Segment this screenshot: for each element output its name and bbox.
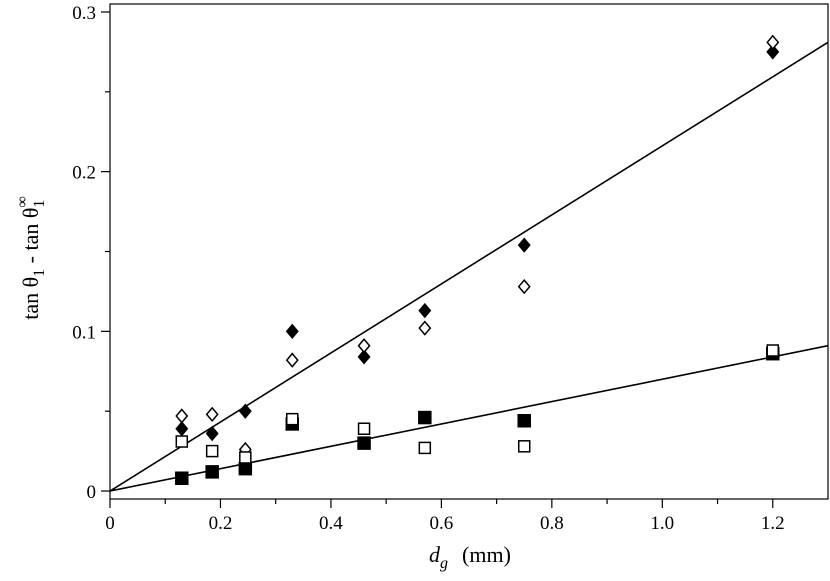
filled-square-point-1 [205,465,219,479]
filled-diamond-point-7 [766,44,780,60]
open-square-point-6 [517,440,531,453]
x-tick-label-1: 0.2 [209,513,233,534]
y-tick-label-2: 0.2 [72,163,96,184]
ticks-layer: 0 0.2 0.4 0.6 0.8 1.0 1.2 0 0.1 0.2 0.3 [72,3,784,534]
filled-square-point-6 [517,414,531,428]
open-square-point-7 [766,344,780,357]
filled-square-point-0 [175,471,189,485]
points-layer [175,34,780,485]
open-diamond-point-7 [766,34,780,50]
open-diamond-point-4 [357,338,371,354]
x-tick-label-2: 0.4 [319,513,343,534]
diamond-fit-line [109,41,829,492]
open-square-point-3 [286,412,299,426]
filled-diamond-point-2 [238,403,252,419]
filled-square-point-4 [357,436,371,450]
plot-frame [109,3,829,500]
x-tick-label-6: 1.2 [761,513,785,534]
filled-diamond-point-4 [357,349,371,365]
fit-lines-layer [109,41,829,492]
x-axis-title: dg (mm) [429,542,511,572]
open-diamond-point-1 [205,406,219,423]
open-diamond-point-5 [418,320,432,336]
y-axis-title: tan θ1 - tan θ1∞ [14,196,48,320]
open-diamond-point-3 [285,352,299,368]
x-tick-label-3: 0.6 [430,513,454,534]
filled-diamond-point-1 [205,425,219,442]
x-tick-label-0: 0 [105,513,115,534]
filled-diamond-point-6 [517,237,531,253]
y-tick-label-1: 0.1 [72,322,96,343]
square-fit-line [109,344,829,492]
y-tick-label-3: 0.3 [72,3,96,24]
filled-diamond-point-3 [285,323,299,339]
filled-diamond-point-0 [175,421,189,437]
open-square-point-1 [205,444,219,458]
x-tick-label-4: 0.8 [540,513,564,534]
open-square-point-2 [239,451,252,464]
open-square-point-4 [357,422,371,435]
y-tick-label-0: 0 [87,482,97,503]
open-square-point-0 [175,435,189,448]
filled-diamond-point-5 [418,302,432,319]
filled-square-point-2 [238,461,253,476]
open-diamond-point-0 [175,408,189,424]
open-square-point-5 [418,441,432,455]
x-tick-label-5: 1.0 [650,513,674,534]
open-diamond-point-6 [517,278,531,295]
filled-square-point-5 [418,410,432,425]
